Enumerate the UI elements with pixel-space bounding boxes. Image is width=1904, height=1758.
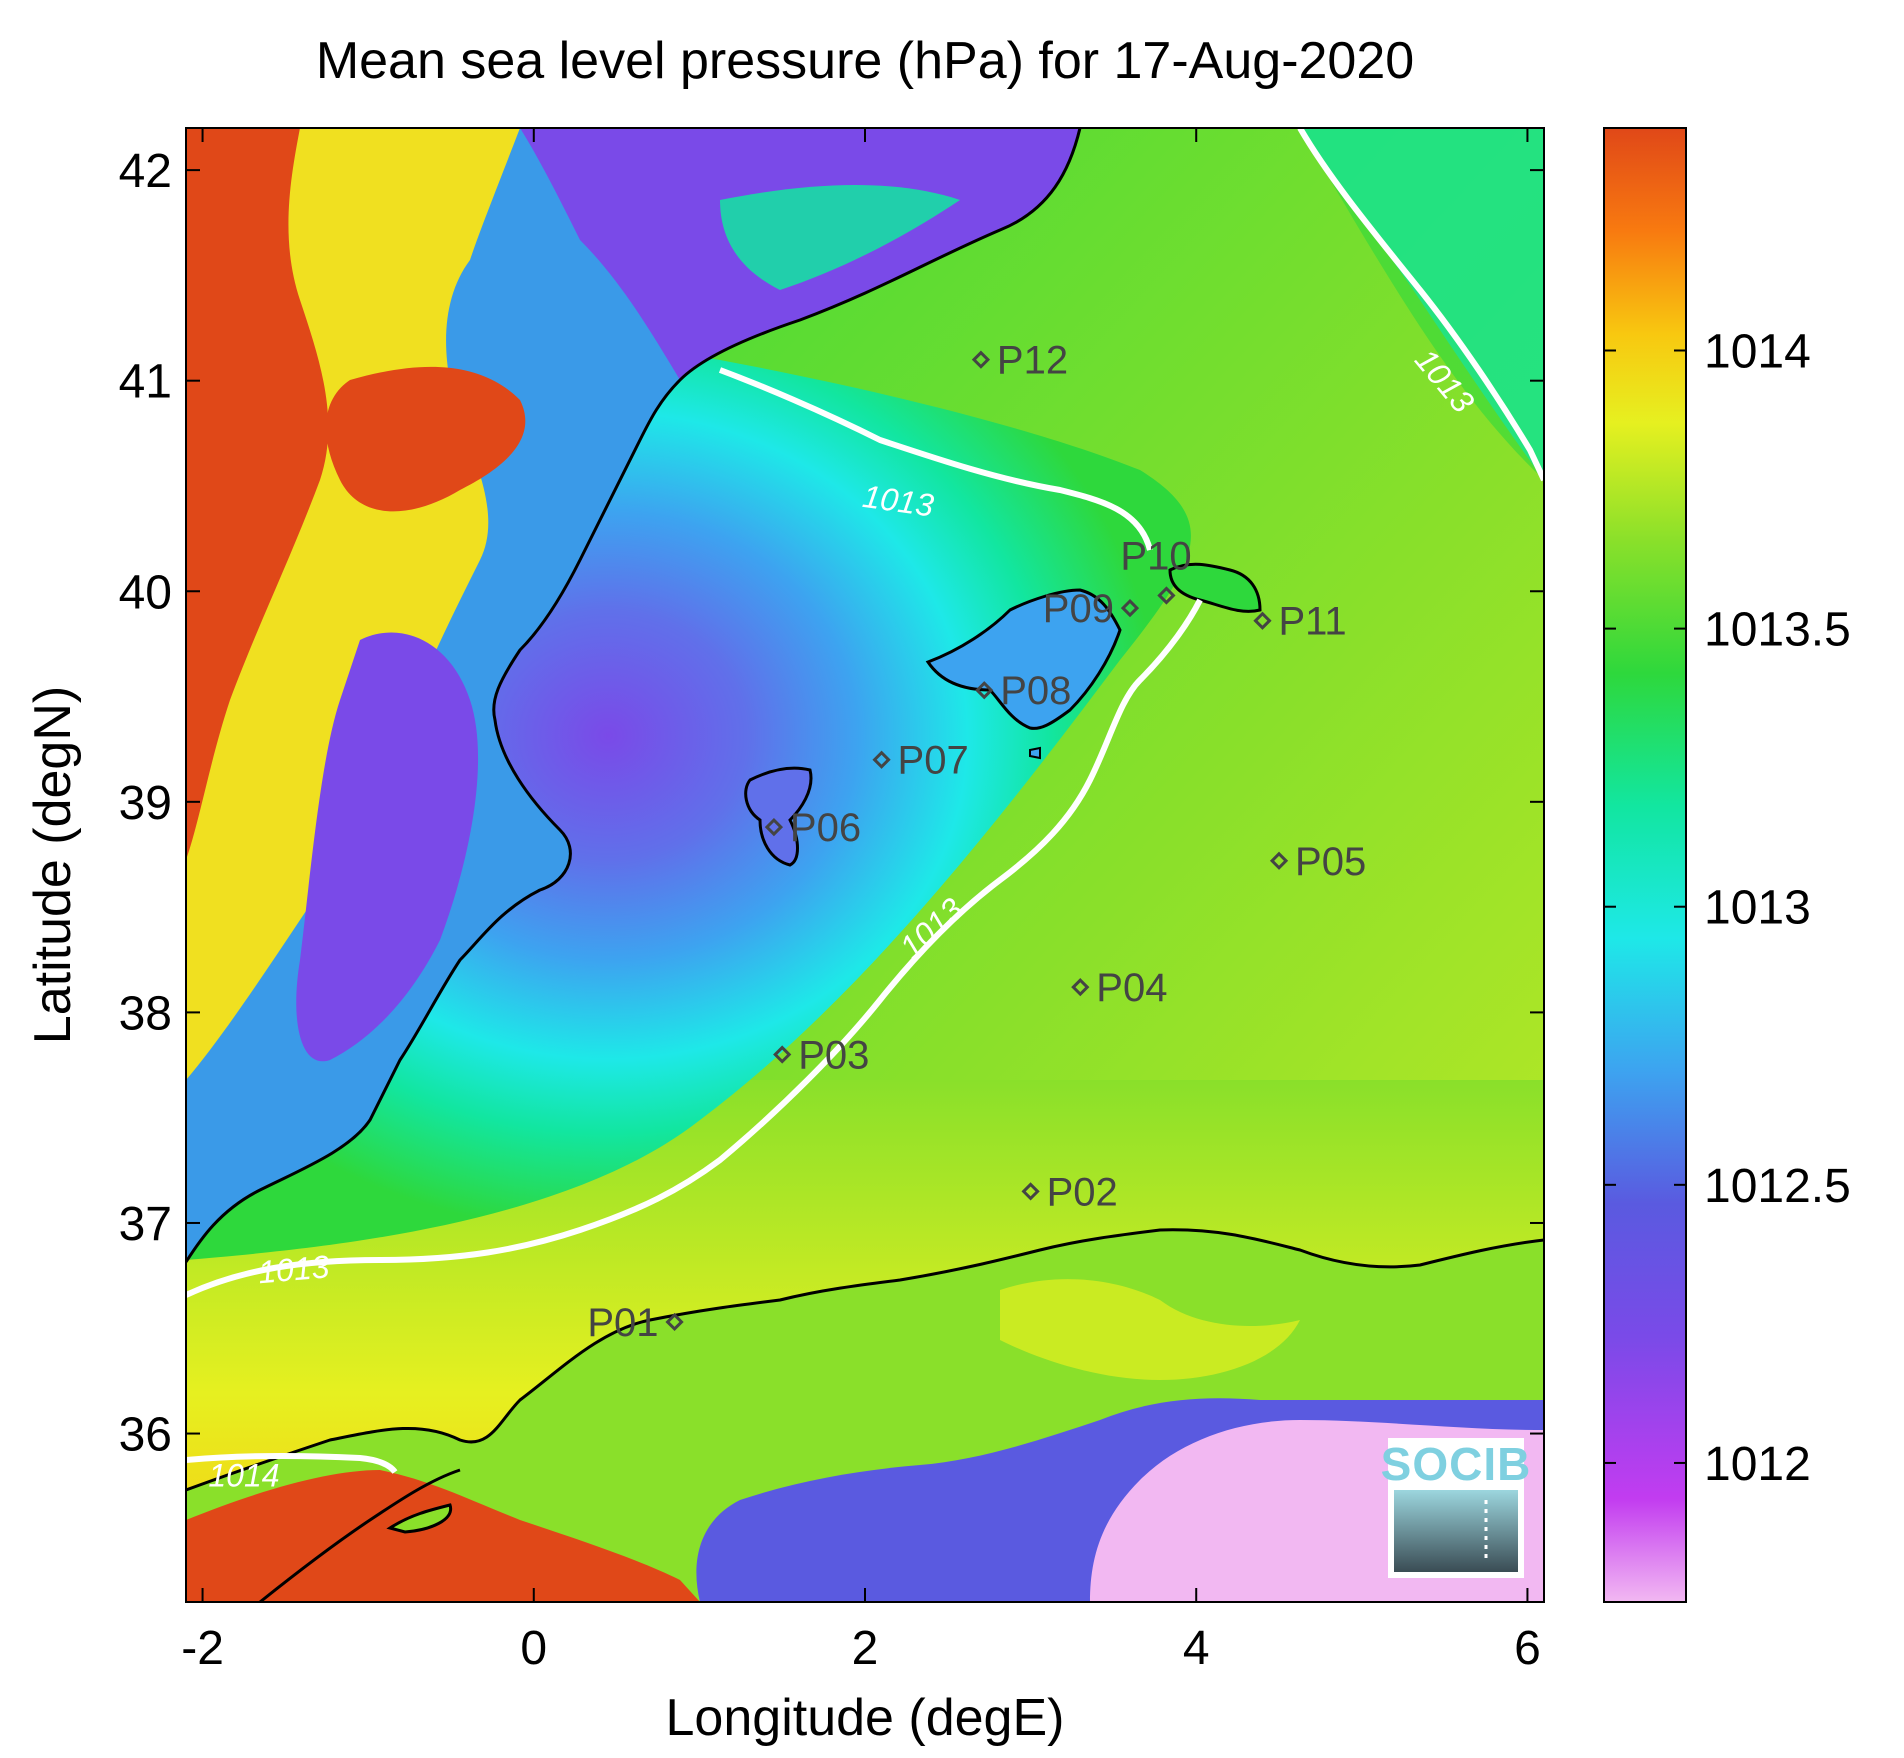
station-p01: P01	[587, 1301, 684, 1345]
x-tick-label: 2	[852, 1622, 879, 1675]
ibiza-island	[744, 766, 813, 867]
station-p06: P06	[764, 806, 861, 850]
contour-1014	[186, 1452, 398, 1474]
iberia-land-high-patch	[326, 366, 526, 512]
iberia-land-low-patch	[296, 632, 479, 1062]
small-island	[386, 1503, 453, 1534]
contour-1013-north	[718, 367, 1153, 551]
station-label: P04	[1096, 966, 1167, 1010]
contour-label: 1014	[208, 1458, 279, 1494]
logo-gradient-panel	[1394, 1490, 1518, 1572]
station-marker	[1071, 978, 1090, 997]
y-tick-label: 40	[119, 566, 172, 619]
station-marker	[1021, 1182, 1040, 1201]
x-axis-ticks: -2 0 2 4 6	[181, 128, 1541, 1675]
station-p10: P10	[1120, 534, 1192, 605]
station-marker	[872, 750, 891, 769]
x-tick-label: 0	[520, 1622, 547, 1675]
y-tick-label: 37	[119, 1198, 172, 1251]
contour-1013-northeast	[1297, 128, 1544, 482]
y-tick-label: 38	[119, 987, 172, 1040]
station-label: P12	[997, 339, 1068, 383]
station-label: P03	[798, 1034, 869, 1078]
station-p04: P04	[1071, 966, 1167, 1010]
station-marker	[975, 681, 994, 700]
station-label: P05	[1295, 840, 1366, 884]
socib-logo: SOCIB	[1381, 1438, 1532, 1578]
station-p02: P02	[1021, 1170, 1118, 1214]
station-label: P06	[790, 806, 861, 850]
x-tick-label: -2	[181, 1622, 224, 1675]
y-tick-label: 36	[119, 1409, 172, 1462]
y-tick-label: 41	[119, 356, 172, 409]
station-marker	[764, 817, 784, 837]
station-label: P09	[1043, 587, 1114, 631]
station-marker	[1120, 598, 1140, 618]
station-p05: P05	[1269, 840, 1366, 884]
y-axis-label: Latitude (degN)	[24, 686, 82, 1044]
station-label: P11	[1278, 600, 1346, 644]
x-tick-label: 6	[1514, 1622, 1541, 1675]
station-label: P01	[587, 1301, 658, 1345]
station-p12: P12	[971, 339, 1068, 383]
station-marker	[971, 350, 991, 369]
station-marker	[665, 1312, 684, 1332]
station-marker	[1157, 586, 1176, 605]
iberia-land-high	[186, 128, 329, 860]
colorbar-tick-label: 1012.5	[1704, 1160, 1851, 1213]
colorbar-ticks: 1012 1012.5 1013 1013.5 1014	[1604, 325, 1851, 1491]
contour-label: 1013	[257, 1248, 331, 1290]
x-tick-label: 4	[1183, 1622, 1210, 1675]
contour-1013-south	[186, 598, 1203, 1298]
station-marker	[1269, 851, 1289, 870]
station-marker	[773, 1045, 792, 1064]
colorbar	[1603, 127, 1687, 1603]
low-pressure-area	[186, 356, 1191, 1261]
logo-text: SOCIB	[1381, 1438, 1532, 1490]
station-p09: P09	[1043, 587, 1140, 631]
station-p08: P08	[975, 669, 1071, 713]
iberia-land-green-patch	[720, 185, 960, 290]
colorbar-tick-label: 1013.5	[1704, 604, 1851, 657]
north-africa-land-yellow-patch	[1000, 1279, 1300, 1380]
north-africa-coastline	[186, 1228, 1544, 1492]
africa-inland-coastline	[259, 1468, 461, 1602]
station-label: P02	[1047, 1170, 1118, 1214]
x-axis-label: Longitude (degE)	[666, 1689, 1065, 1747]
station-p11: P11	[1253, 600, 1347, 644]
station-marker	[1253, 611, 1272, 630]
cabrera-island	[1029, 746, 1041, 760]
y-axis-ticks: 36 37 38 39 40 41 42	[119, 145, 1544, 1462]
chart-title: Mean sea level pressure (hPa) for 17-Aug…	[316, 32, 1414, 90]
iberia-coastline	[186, 128, 1082, 1263]
colorbar-tick-label: 1013	[1704, 882, 1811, 935]
station-p07: P07	[872, 739, 969, 783]
station-label: P08	[1000, 669, 1071, 713]
y-tick-label: 42	[119, 145, 172, 198]
colorbar-tick-label: 1014	[1704, 325, 1811, 378]
station-label: P07	[898, 739, 969, 783]
north-africa-land-high	[186, 1470, 700, 1602]
y-tick-label: 39	[119, 777, 172, 830]
colorbar-tick-label: 1012	[1704, 1438, 1811, 1491]
station-label: P10	[1120, 534, 1191, 578]
station-p03: P03	[773, 1034, 869, 1078]
mallorca-island	[925, 588, 1122, 730]
menorca-island	[1168, 562, 1262, 613]
